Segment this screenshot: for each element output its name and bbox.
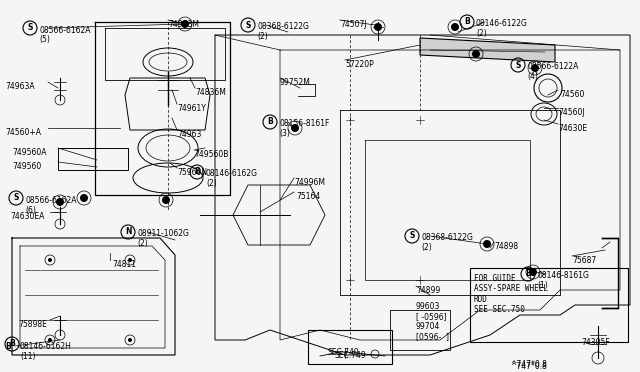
Circle shape bbox=[80, 194, 88, 202]
Text: 75898E: 75898E bbox=[18, 320, 47, 329]
Text: (1): (1) bbox=[537, 281, 548, 290]
Text: SEC.749: SEC.749 bbox=[334, 352, 366, 360]
Text: S: S bbox=[410, 231, 415, 241]
Text: B: B bbox=[9, 340, 15, 349]
Text: 74560+A: 74560+A bbox=[5, 128, 41, 137]
Text: 99752M: 99752M bbox=[280, 78, 311, 87]
Text: 08368-6122G: 08368-6122G bbox=[421, 233, 473, 242]
Circle shape bbox=[451, 23, 459, 31]
Text: 74963A: 74963A bbox=[5, 82, 35, 91]
Circle shape bbox=[181, 20, 189, 28]
Text: 749560A: 749560A bbox=[12, 148, 47, 157]
Text: ^747*0.8: ^747*0.8 bbox=[510, 362, 547, 371]
Text: 74630E: 74630E bbox=[558, 124, 587, 133]
Text: ^747*0.8: ^747*0.8 bbox=[510, 360, 547, 369]
Text: S: S bbox=[28, 23, 33, 32]
Text: 74963M: 74963M bbox=[168, 20, 199, 29]
Text: B: B bbox=[194, 167, 200, 176]
Text: (2): (2) bbox=[206, 179, 217, 188]
Text: S: S bbox=[245, 20, 251, 29]
Text: [ -0596]: [ -0596] bbox=[416, 312, 447, 321]
Text: 08368-6122G: 08368-6122G bbox=[257, 22, 309, 31]
Text: B: B bbox=[464, 17, 470, 26]
Text: 57220P: 57220P bbox=[345, 60, 374, 69]
Text: 99704: 99704 bbox=[416, 322, 440, 331]
Text: 08566-6122A: 08566-6122A bbox=[527, 62, 579, 71]
Text: [0596-  ]: [0596- ] bbox=[416, 332, 449, 341]
Text: 74996M: 74996M bbox=[294, 178, 325, 187]
Text: (3): (3) bbox=[279, 129, 290, 138]
Text: 08146-8161G: 08146-8161G bbox=[537, 271, 589, 280]
Text: 74899: 74899 bbox=[416, 286, 440, 295]
Text: (2): (2) bbox=[137, 239, 148, 248]
Circle shape bbox=[48, 258, 52, 262]
Text: (2): (2) bbox=[476, 29, 487, 38]
Text: 99603: 99603 bbox=[416, 302, 440, 311]
Text: (4): (4) bbox=[527, 72, 538, 81]
Text: 08911-1062G: 08911-1062G bbox=[137, 229, 189, 238]
Polygon shape bbox=[420, 38, 555, 62]
Circle shape bbox=[291, 124, 299, 132]
Text: 74961Y: 74961Y bbox=[177, 104, 206, 113]
Text: 74836M: 74836M bbox=[195, 88, 226, 97]
Circle shape bbox=[162, 196, 170, 204]
Text: N: N bbox=[125, 228, 131, 237]
Text: 75960N: 75960N bbox=[177, 168, 207, 177]
Text: 08146-6162H: 08146-6162H bbox=[20, 342, 72, 351]
Text: B: B bbox=[267, 118, 273, 126]
Text: 749560: 749560 bbox=[12, 162, 41, 171]
Circle shape bbox=[128, 258, 132, 262]
Text: B: B bbox=[5, 342, 11, 351]
Text: 74560J: 74560J bbox=[558, 108, 584, 117]
Text: (6): (6) bbox=[25, 206, 36, 215]
Circle shape bbox=[531, 64, 539, 72]
Text: 749560B: 749560B bbox=[194, 150, 228, 159]
Text: S: S bbox=[515, 61, 521, 70]
Text: 74507J: 74507J bbox=[340, 20, 367, 29]
Text: (11): (11) bbox=[20, 352, 35, 361]
Text: 08566-6162A: 08566-6162A bbox=[25, 196, 77, 205]
Text: 08156-8161F: 08156-8161F bbox=[279, 119, 330, 128]
Text: SEC.749: SEC.749 bbox=[328, 348, 360, 357]
Bar bbox=[390, 310, 450, 350]
Text: 74305F: 74305F bbox=[581, 338, 610, 347]
Text: FOR GUIDE
ASSY-SPARE WHEEL
ROD
SEE SEC.750: FOR GUIDE ASSY-SPARE WHEEL ROD SEE SEC.7… bbox=[474, 274, 548, 314]
Bar bbox=[58, 148, 128, 170]
Bar bbox=[308, 330, 392, 364]
Text: 74630EA: 74630EA bbox=[10, 212, 44, 221]
Circle shape bbox=[472, 50, 480, 58]
Text: B: B bbox=[525, 269, 531, 279]
Circle shape bbox=[128, 338, 132, 342]
Text: 75164: 75164 bbox=[296, 192, 320, 201]
Text: 74898: 74898 bbox=[494, 242, 518, 251]
Text: (5): (5) bbox=[39, 35, 50, 44]
Text: 08146-6162G: 08146-6162G bbox=[206, 169, 258, 178]
Text: 74811: 74811 bbox=[112, 260, 136, 269]
Text: 75687: 75687 bbox=[572, 256, 596, 265]
Text: (2): (2) bbox=[257, 32, 268, 41]
Text: 74963: 74963 bbox=[177, 130, 202, 139]
Circle shape bbox=[48, 338, 52, 342]
Circle shape bbox=[483, 240, 491, 248]
Circle shape bbox=[529, 268, 537, 276]
Text: 08566-6162A: 08566-6162A bbox=[39, 26, 90, 35]
Bar bbox=[470, 268, 628, 342]
Circle shape bbox=[56, 198, 64, 206]
Text: 74560: 74560 bbox=[560, 90, 584, 99]
Circle shape bbox=[374, 23, 382, 31]
Text: 08146-6122G: 08146-6122G bbox=[476, 19, 528, 28]
Text: S: S bbox=[13, 193, 19, 202]
Text: (2): (2) bbox=[421, 243, 432, 252]
